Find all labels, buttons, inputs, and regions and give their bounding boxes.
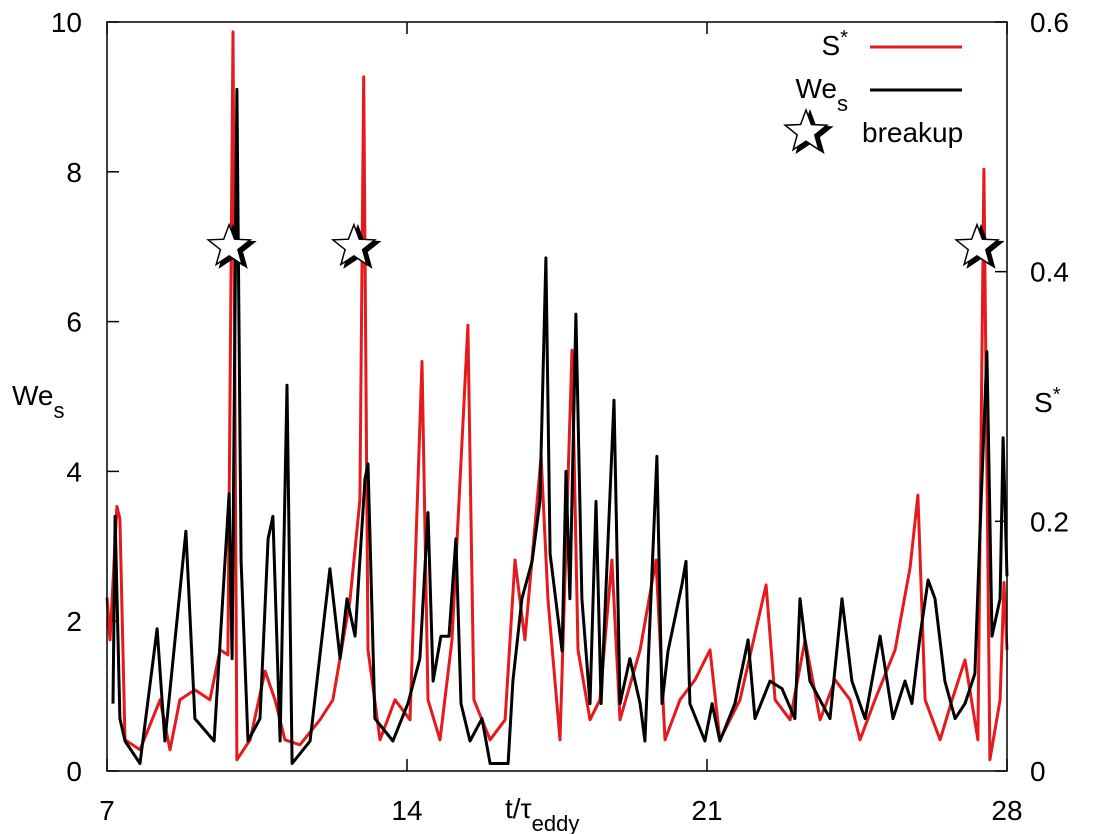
y-tick-label: 10 bbox=[51, 7, 82, 38]
plot-frame bbox=[106, 21, 1008, 772]
legend-label: breakup bbox=[862, 117, 963, 148]
series-line bbox=[111, 87, 1009, 765]
y-tick-label: 0 bbox=[66, 756, 82, 787]
breakup-marker bbox=[206, 222, 257, 269]
y2-axis-label-base: S bbox=[1034, 387, 1053, 418]
breakup-marker bbox=[954, 222, 1005, 269]
y-tick-label: 2 bbox=[66, 606, 82, 637]
x-axis-label: t/τeddy bbox=[505, 793, 579, 834]
breakup-marker bbox=[783, 107, 834, 155]
y-tick-label: 4 bbox=[66, 456, 82, 487]
y2-tick-label: 0 bbox=[1030, 756, 1046, 787]
y-axis-label-sub: s bbox=[54, 398, 65, 423]
x-axis-label-sub: eddy bbox=[532, 811, 580, 834]
star bbox=[206, 222, 253, 267]
y2-tick-label: 0.2 bbox=[1030, 506, 1069, 537]
y-axis-label-base: We bbox=[12, 380, 54, 411]
y-tick-label: 6 bbox=[66, 307, 82, 338]
legend-label: S* bbox=[822, 27, 849, 61]
x-axis-label-base: t/τ bbox=[505, 793, 532, 824]
y2-axis-label: S* bbox=[1034, 384, 1061, 418]
y-axis-label: Wes bbox=[12, 380, 65, 423]
x-tick-label: 7 bbox=[99, 795, 115, 826]
legend-label: Wes bbox=[796, 73, 849, 116]
x-tick-label: 14 bbox=[391, 795, 422, 826]
breakup-marker bbox=[330, 222, 382, 269]
x-tick-label: 21 bbox=[691, 795, 722, 826]
legend-label-base: S bbox=[822, 30, 841, 61]
y2-tick-label: 0.4 bbox=[1030, 257, 1069, 288]
legend-label-sup: * bbox=[840, 27, 848, 49]
star bbox=[783, 107, 829, 152]
star bbox=[330, 222, 377, 267]
y2-tick-label: 0.6 bbox=[1030, 7, 1069, 38]
star bbox=[954, 222, 1000, 267]
x-tick-label: 28 bbox=[991, 795, 1022, 826]
legend-label-sub: s bbox=[837, 91, 848, 116]
y2-axis-label-sup: * bbox=[1053, 384, 1061, 406]
y-tick-label: 8 bbox=[66, 157, 82, 188]
legend-label-base: We bbox=[796, 73, 838, 104]
